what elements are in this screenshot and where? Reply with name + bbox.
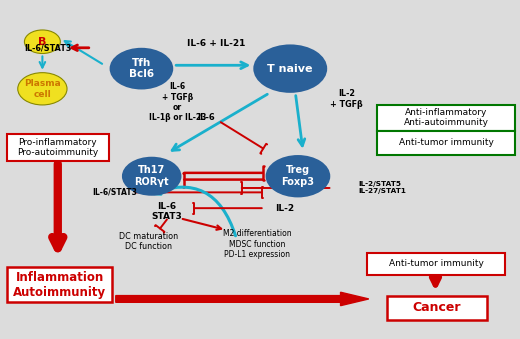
Text: Plasma
cell: Plasma cell <box>24 79 61 99</box>
FancyBboxPatch shape <box>7 134 109 161</box>
Text: Anti-tumor immunity: Anti-tumor immunity <box>399 138 493 147</box>
Text: Anti-tumor immunity: Anti-tumor immunity <box>388 259 484 268</box>
Text: Th17
RORγt: Th17 RORγt <box>134 165 169 187</box>
Circle shape <box>122 157 181 196</box>
Text: IL-6: IL-6 <box>198 113 215 122</box>
Text: Pro-inflammatory
Pro-autoimmunity: Pro-inflammatory Pro-autoimmunity <box>17 138 98 157</box>
Text: IL-2/STAT5
IL-27/STAT1: IL-2/STAT5 IL-27/STAT1 <box>358 181 406 195</box>
Text: M2 differentiation
MDSC function
PD-L1 expression: M2 differentiation MDSC function PD-L1 e… <box>223 229 291 259</box>
Text: B: B <box>38 37 47 47</box>
Polygon shape <box>116 292 369 306</box>
Text: IL-6 + IL-21: IL-6 + IL-21 <box>187 39 245 48</box>
FancyBboxPatch shape <box>378 105 515 131</box>
FancyBboxPatch shape <box>367 253 505 275</box>
Circle shape <box>18 73 67 105</box>
Circle shape <box>266 155 330 197</box>
Text: IL-6
STAT3: IL-6 STAT3 <box>152 202 183 221</box>
FancyBboxPatch shape <box>7 267 112 302</box>
Text: DC maturation
DC function: DC maturation DC function <box>119 232 178 252</box>
Text: IL-2
+ TGFβ: IL-2 + TGFβ <box>330 89 363 108</box>
Circle shape <box>24 30 60 54</box>
Circle shape <box>253 44 327 93</box>
Text: Anti-inflammatory
Anti-autoimmunity: Anti-inflammatory Anti-autoimmunity <box>404 108 489 127</box>
Text: IL-6/STAT3: IL-6/STAT3 <box>24 43 72 52</box>
Text: Treg
Foxp3: Treg Foxp3 <box>281 165 315 187</box>
Text: IL-2: IL-2 <box>276 204 295 213</box>
FancyBboxPatch shape <box>387 296 487 320</box>
Text: Cancer: Cancer <box>412 301 461 314</box>
FancyBboxPatch shape <box>378 131 515 155</box>
Text: Inflammation
Autoimmunity: Inflammation Autoimmunity <box>13 271 106 299</box>
Text: T naive: T naive <box>267 64 313 74</box>
Text: Tfh
Bcl6: Tfh Bcl6 <box>129 58 154 79</box>
Text: IL-6
+ TGFβ
or
IL-1β or IL-23: IL-6 + TGFβ or IL-1β or IL-23 <box>149 82 206 122</box>
Text: IL-6/STAT3: IL-6/STAT3 <box>92 188 137 197</box>
Circle shape <box>110 48 173 89</box>
